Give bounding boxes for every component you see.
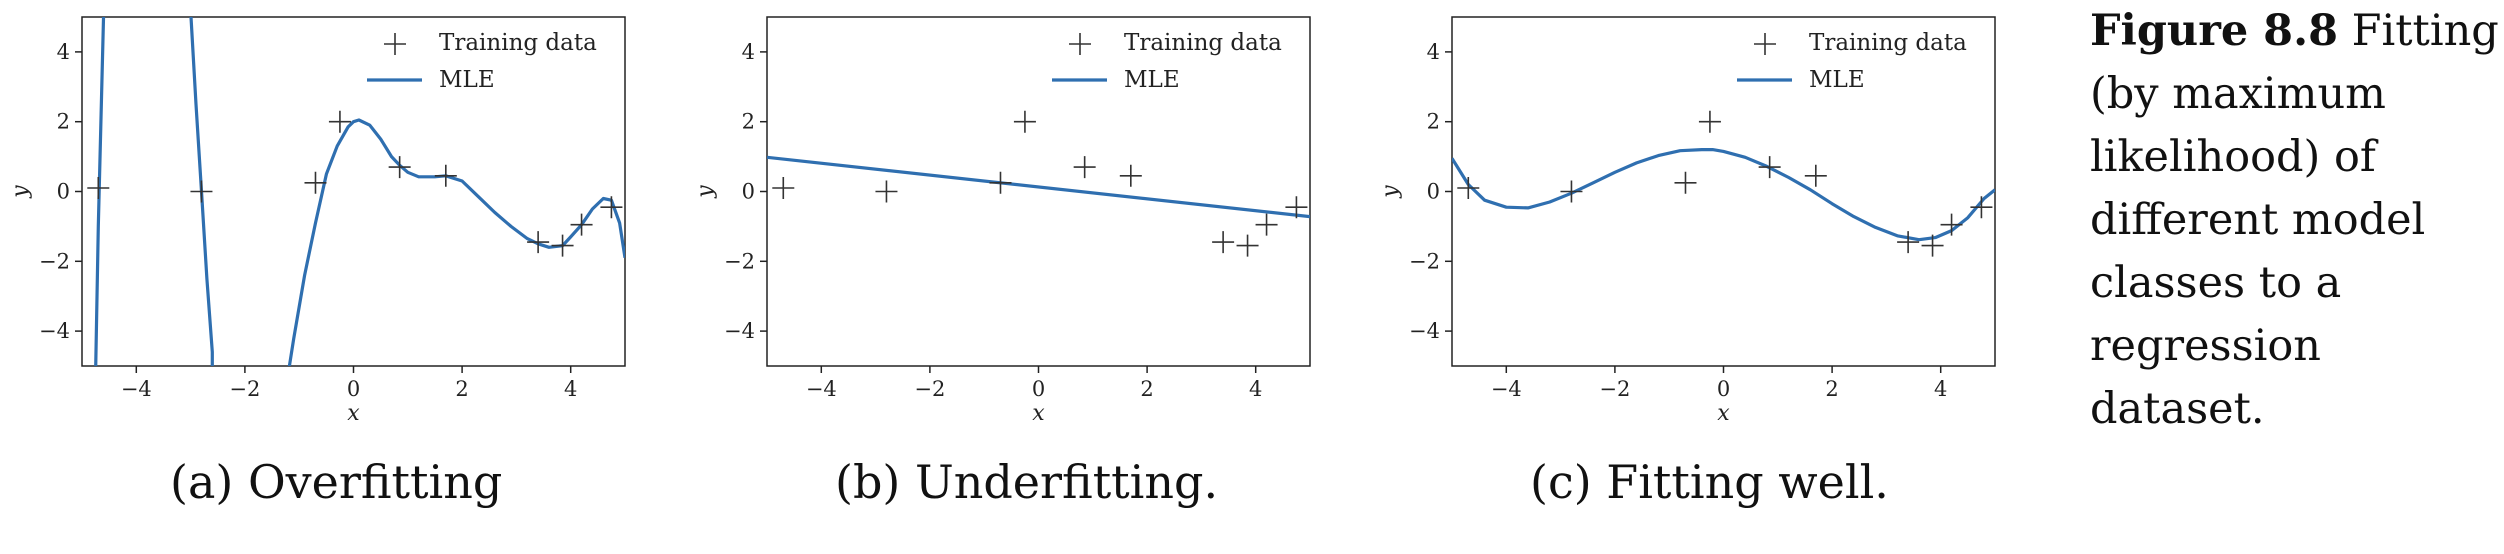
- legend-marker-training: [1069, 33, 1091, 55]
- x-tick-label: 2: [455, 377, 468, 401]
- plot-frame: [766, 16, 1311, 367]
- mle-line: [94, 17, 625, 366]
- y-tick-label: 2: [742, 110, 755, 134]
- x-axis-label: x: [1032, 401, 1045, 426]
- training-data-point: [1212, 231, 1235, 254]
- training-data-point: [1013, 110, 1036, 133]
- legend-label-mle: MLE: [1124, 67, 1180, 93]
- y-tick-label: 4: [57, 40, 70, 64]
- plot-area: [767, 110, 1310, 257]
- x-tick-label: 2: [1140, 377, 1153, 401]
- y-tick-label: 2: [1427, 110, 1440, 134]
- y-tick-label: 4: [742, 40, 755, 64]
- x-axis-label: x: [1717, 401, 1730, 426]
- training-data-point: [1457, 177, 1480, 200]
- figure-caption-text: Fitting (by maximum likelihood) of diffe…: [2090, 6, 2499, 434]
- training-data-point: [1560, 180, 1583, 203]
- y-tick-label: −2: [724, 249, 755, 273]
- training-data-point: [570, 213, 593, 236]
- x-tick-label: 4: [564, 377, 577, 401]
- training-data-point: [600, 196, 623, 219]
- training-data-point: [551, 234, 574, 257]
- x-tick-label: 4: [1934, 377, 1947, 401]
- x-tick-label: −2: [229, 377, 260, 401]
- y-tick-label: −4: [39, 319, 70, 343]
- y-tick-label: 0: [742, 180, 755, 204]
- y-tick-label: 0: [1427, 180, 1440, 204]
- training-data-point: [1804, 164, 1827, 187]
- x-tick-label: 0: [1717, 377, 1730, 401]
- training-data-point: [772, 177, 795, 200]
- y-axis-label: y: [1378, 185, 1403, 199]
- chart-panel-1: −4 −2 0 2 4 −4 −2 0 2 4 x y Training data MLE: [8, 16, 626, 426]
- training-data-point: [1674, 171, 1697, 194]
- training-data-point: [1758, 156, 1781, 179]
- training-data-point: [304, 171, 327, 194]
- panel-caption-c: (c) Fitting well.: [1530, 455, 1889, 509]
- training-data-point: [87, 177, 110, 200]
- legend-marker-training: [384, 33, 406, 55]
- y-axis-label: y: [8, 185, 33, 199]
- training-data-point: [1285, 196, 1308, 219]
- training-data-point: [328, 110, 351, 133]
- x-tick-label: 4: [1249, 377, 1262, 401]
- plot-frame: [1451, 16, 1996, 367]
- plot-frame: [81, 16, 626, 367]
- panel-caption-a: (a) Overfitting: [170, 455, 503, 509]
- x-tick-label: −2: [914, 377, 945, 401]
- training-data-point: [190, 180, 213, 203]
- legend-label-mle: MLE: [1809, 67, 1865, 93]
- y-tick-label: −2: [39, 249, 70, 273]
- legend-label-mle: MLE: [439, 67, 495, 93]
- training-data-point: [527, 231, 550, 254]
- mle-line: [767, 155, 1310, 219]
- training-data-point: [1119, 164, 1142, 187]
- figure-caption: Figure 8.8 Fitting (by maximum likelihoo…: [2090, 0, 2504, 441]
- training-data-point: [1897, 231, 1920, 254]
- x-tick-label: −2: [1599, 377, 1630, 401]
- x-tick-label: 0: [347, 377, 360, 401]
- y-tick-label: −4: [1409, 319, 1440, 343]
- chart-panel-2: −4 −2 0 2 4 −4 −2 0 2 4 x y Training data MLE: [693, 16, 1311, 426]
- y-tick-label: −4: [724, 319, 755, 343]
- mle-line: [1452, 148, 1995, 242]
- plot-area: [1452, 110, 1995, 257]
- training-data-point: [989, 171, 1012, 194]
- training-data-point: [1236, 234, 1259, 257]
- legend-label-training: Training data: [1809, 30, 1967, 56]
- training-data-point: [434, 164, 457, 187]
- training-data-point: [1698, 110, 1721, 133]
- y-tick-label: 4: [1427, 40, 1440, 64]
- panel-caption-b: (b) Underfitting.: [835, 455, 1219, 509]
- training-data-point: [1255, 213, 1278, 236]
- training-data-point: [1940, 213, 1963, 236]
- y-axis-label: y: [693, 185, 718, 199]
- training-data-point: [1073, 156, 1096, 179]
- training-data-point: [1970, 196, 1993, 219]
- training-data-point: [875, 180, 898, 203]
- figure-label: Figure 8.8: [2090, 6, 2338, 56]
- x-tick-label: −4: [806, 377, 837, 401]
- x-tick-label: 2: [1825, 377, 1838, 401]
- x-tick-label: −4: [121, 377, 152, 401]
- legend-label-training: Training data: [1124, 30, 1282, 56]
- x-tick-label: 0: [1032, 377, 1045, 401]
- training-data-point: [388, 156, 411, 179]
- y-tick-label: −2: [1409, 249, 1440, 273]
- chart-panel-3: −4 −2 0 2 4 −4 −2 0 2 4 x y Training data MLE: [1378, 16, 1996, 426]
- x-tick-label: −4: [1491, 377, 1522, 401]
- y-tick-label: 2: [57, 110, 70, 134]
- legend-marker-training: [1754, 33, 1776, 55]
- y-tick-label: 0: [57, 180, 70, 204]
- plot-area: [87, 17, 625, 366]
- legend-label-training: Training data: [439, 30, 597, 56]
- training-data-point: [1921, 234, 1944, 257]
- x-axis-label: x: [347, 401, 360, 426]
